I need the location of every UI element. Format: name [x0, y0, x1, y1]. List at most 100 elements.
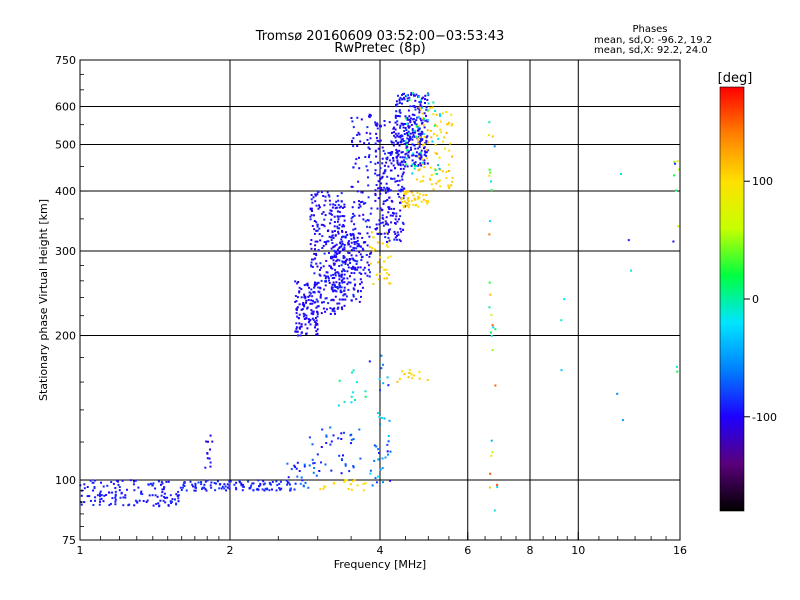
- echo-point: [331, 230, 334, 233]
- y-tick-label: 500: [55, 139, 76, 152]
- echo-point: [426, 129, 429, 132]
- echo-point: [325, 243, 328, 246]
- echo-point: [407, 138, 410, 141]
- echo-point: [330, 288, 333, 291]
- echo-point: [316, 300, 319, 303]
- echo-point: [406, 122, 409, 125]
- echo-point: [334, 312, 336, 315]
- echo-point: [310, 288, 313, 291]
- echo-point: [412, 162, 415, 165]
- echo-point: [295, 300, 298, 303]
- echo-point: [347, 263, 349, 266]
- echo-point: [436, 125, 439, 128]
- echo-point: [417, 128, 420, 131]
- echo-point: [438, 179, 441, 182]
- echo-point: [252, 489, 255, 492]
- echo-point: [323, 252, 326, 255]
- echo-point: [390, 221, 393, 224]
- echo-point: [396, 120, 399, 123]
- echo-point: [92, 504, 95, 506]
- echo-point: [400, 198, 403, 201]
- echo-point: [395, 105, 398, 108]
- echo-point: [336, 215, 339, 218]
- echo-point: [332, 246, 335, 249]
- echo-point: [341, 278, 344, 281]
- echo-point: [372, 282, 375, 285]
- echo-point: [423, 146, 426, 149]
- echo-point: [396, 103, 399, 106]
- echo-point: [133, 504, 136, 507]
- echo-point: [316, 229, 319, 232]
- echo-point: [426, 120, 429, 123]
- echo-point: [402, 126, 405, 129]
- echo-point: [235, 488, 238, 491]
- echo-point: [420, 130, 423, 133]
- colorbar-tick-label: 0: [752, 293, 759, 306]
- echo-point: [356, 134, 359, 136]
- echo-point: [409, 117, 412, 120]
- echo-point: [294, 482, 297, 485]
- echo-point: [403, 123, 406, 125]
- echo-point: [421, 161, 424, 164]
- echo-point: [333, 277, 336, 279]
- echo-point: [302, 301, 305, 304]
- echo-point: [386, 272, 388, 275]
- echo-point: [376, 139, 379, 142]
- echo-point: [367, 219, 370, 222]
- echo-point: [309, 215, 312, 218]
- echo-point: [335, 281, 338, 284]
- echo-point: [384, 191, 387, 194]
- echo-point: [396, 231, 399, 234]
- y-tick-label: 100: [55, 474, 76, 487]
- echo-point: [314, 200, 317, 203]
- echo-point: [323, 288, 326, 291]
- echo-point: [337, 199, 340, 202]
- echo-point: [383, 120, 386, 122]
- echo-point: [234, 486, 237, 489]
- echo-point: [423, 117, 426, 120]
- echo-point: [414, 161, 417, 164]
- echo-point: [351, 185, 354, 188]
- echo-point: [340, 286, 343, 289]
- echo-point: [201, 487, 204, 490]
- echo-point: [336, 195, 339, 197]
- echo-point: [324, 195, 327, 198]
- echo-point: [367, 268, 370, 271]
- echo-point: [114, 500, 117, 503]
- echo-point: [111, 497, 114, 500]
- echo-point: [386, 450, 389, 453]
- echo-point: [360, 245, 362, 248]
- echo-point: [387, 188, 389, 191]
- echo-point: [375, 445, 378, 448]
- echo-point: [319, 287, 322, 290]
- echo-point: [317, 191, 320, 193]
- echo-point: [411, 113, 414, 116]
- echo-point: [328, 212, 331, 215]
- echo-point: [401, 151, 404, 154]
- echo-point: [420, 156, 423, 159]
- echo-point: [322, 307, 325, 310]
- echo-point: [336, 220, 339, 223]
- echo-point: [360, 272, 363, 275]
- echo-point: [338, 211, 341, 214]
- echo-point: [343, 281, 346, 284]
- echo-point: [420, 119, 423, 122]
- echo-point: [321, 235, 324, 238]
- echo-point: [349, 245, 352, 248]
- echo-point: [388, 189, 391, 192]
- echo-point: [358, 271, 361, 274]
- echo-point: [340, 238, 343, 241]
- echo-point: [289, 489, 292, 492]
- echo-point: [406, 100, 409, 102]
- echo-point: [344, 293, 347, 296]
- echo-point: [353, 241, 356, 243]
- echo-point: [300, 325, 303, 328]
- echo-point: [318, 233, 321, 236]
- echo-point: [313, 214, 315, 217]
- echo-point: [357, 290, 359, 293]
- echo-point: [406, 117, 409, 119]
- echo-point: [295, 326, 298, 329]
- echo-point: [412, 204, 415, 206]
- echo-point: [390, 207, 393, 210]
- echo-point: [415, 178, 418, 181]
